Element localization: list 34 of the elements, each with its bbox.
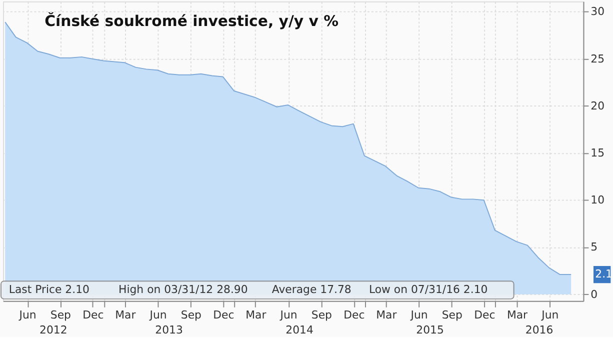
annotation: Average 17.78 <box>272 282 352 296</box>
x-tick-label: Jun <box>279 308 298 322</box>
annotation: High on 03/31/12 28.90 <box>118 282 248 296</box>
y-tick-label: 10 <box>590 194 605 207</box>
x-tick-label: Sep <box>311 308 332 322</box>
x-tick-label: Mar <box>115 308 136 322</box>
y-tick-label: 20 <box>590 99 605 112</box>
x-tick-label: Dec <box>82 308 104 322</box>
x-tick-label: Mar <box>376 308 398 322</box>
text: 2014 <box>286 324 314 337</box>
annotation: Low on 07/31/16 2.10 <box>368 282 488 296</box>
text: 2012 <box>40 324 68 337</box>
text: 2016 <box>525 324 554 337</box>
y-tick-label: 30 <box>590 5 605 18</box>
x-tick-label: Mar <box>506 308 528 322</box>
text: 2015 <box>416 324 444 337</box>
x-tick-label: Sep <box>180 308 202 322</box>
x-tick-label: Dec <box>344 308 365 322</box>
text: 2013 <box>155 324 183 337</box>
x-tick-label: Mar <box>246 308 267 322</box>
x-tick-label: Sep <box>50 308 72 322</box>
x-tick-label: Jun <box>18 308 36 322</box>
x-tick-label: Jun <box>540 308 559 322</box>
annotation: Last Price 2.10 <box>8 282 90 296</box>
y-tick-label: 0 <box>590 288 598 301</box>
x-tick-label: Jun <box>410 308 428 322</box>
y-tick-label: 25 <box>590 52 605 66</box>
y-tick-label: 5 <box>590 240 598 254</box>
text: Čínské soukromé investice, y/y v % <box>44 12 339 30</box>
x-tick-label: Sep <box>442 308 463 322</box>
x-tick-label: Jun <box>148 308 167 322</box>
y-tick-label: 15 <box>590 146 605 160</box>
x-tick-label: Dec <box>213 308 234 322</box>
x-tick-label: Dec <box>474 308 496 322</box>
